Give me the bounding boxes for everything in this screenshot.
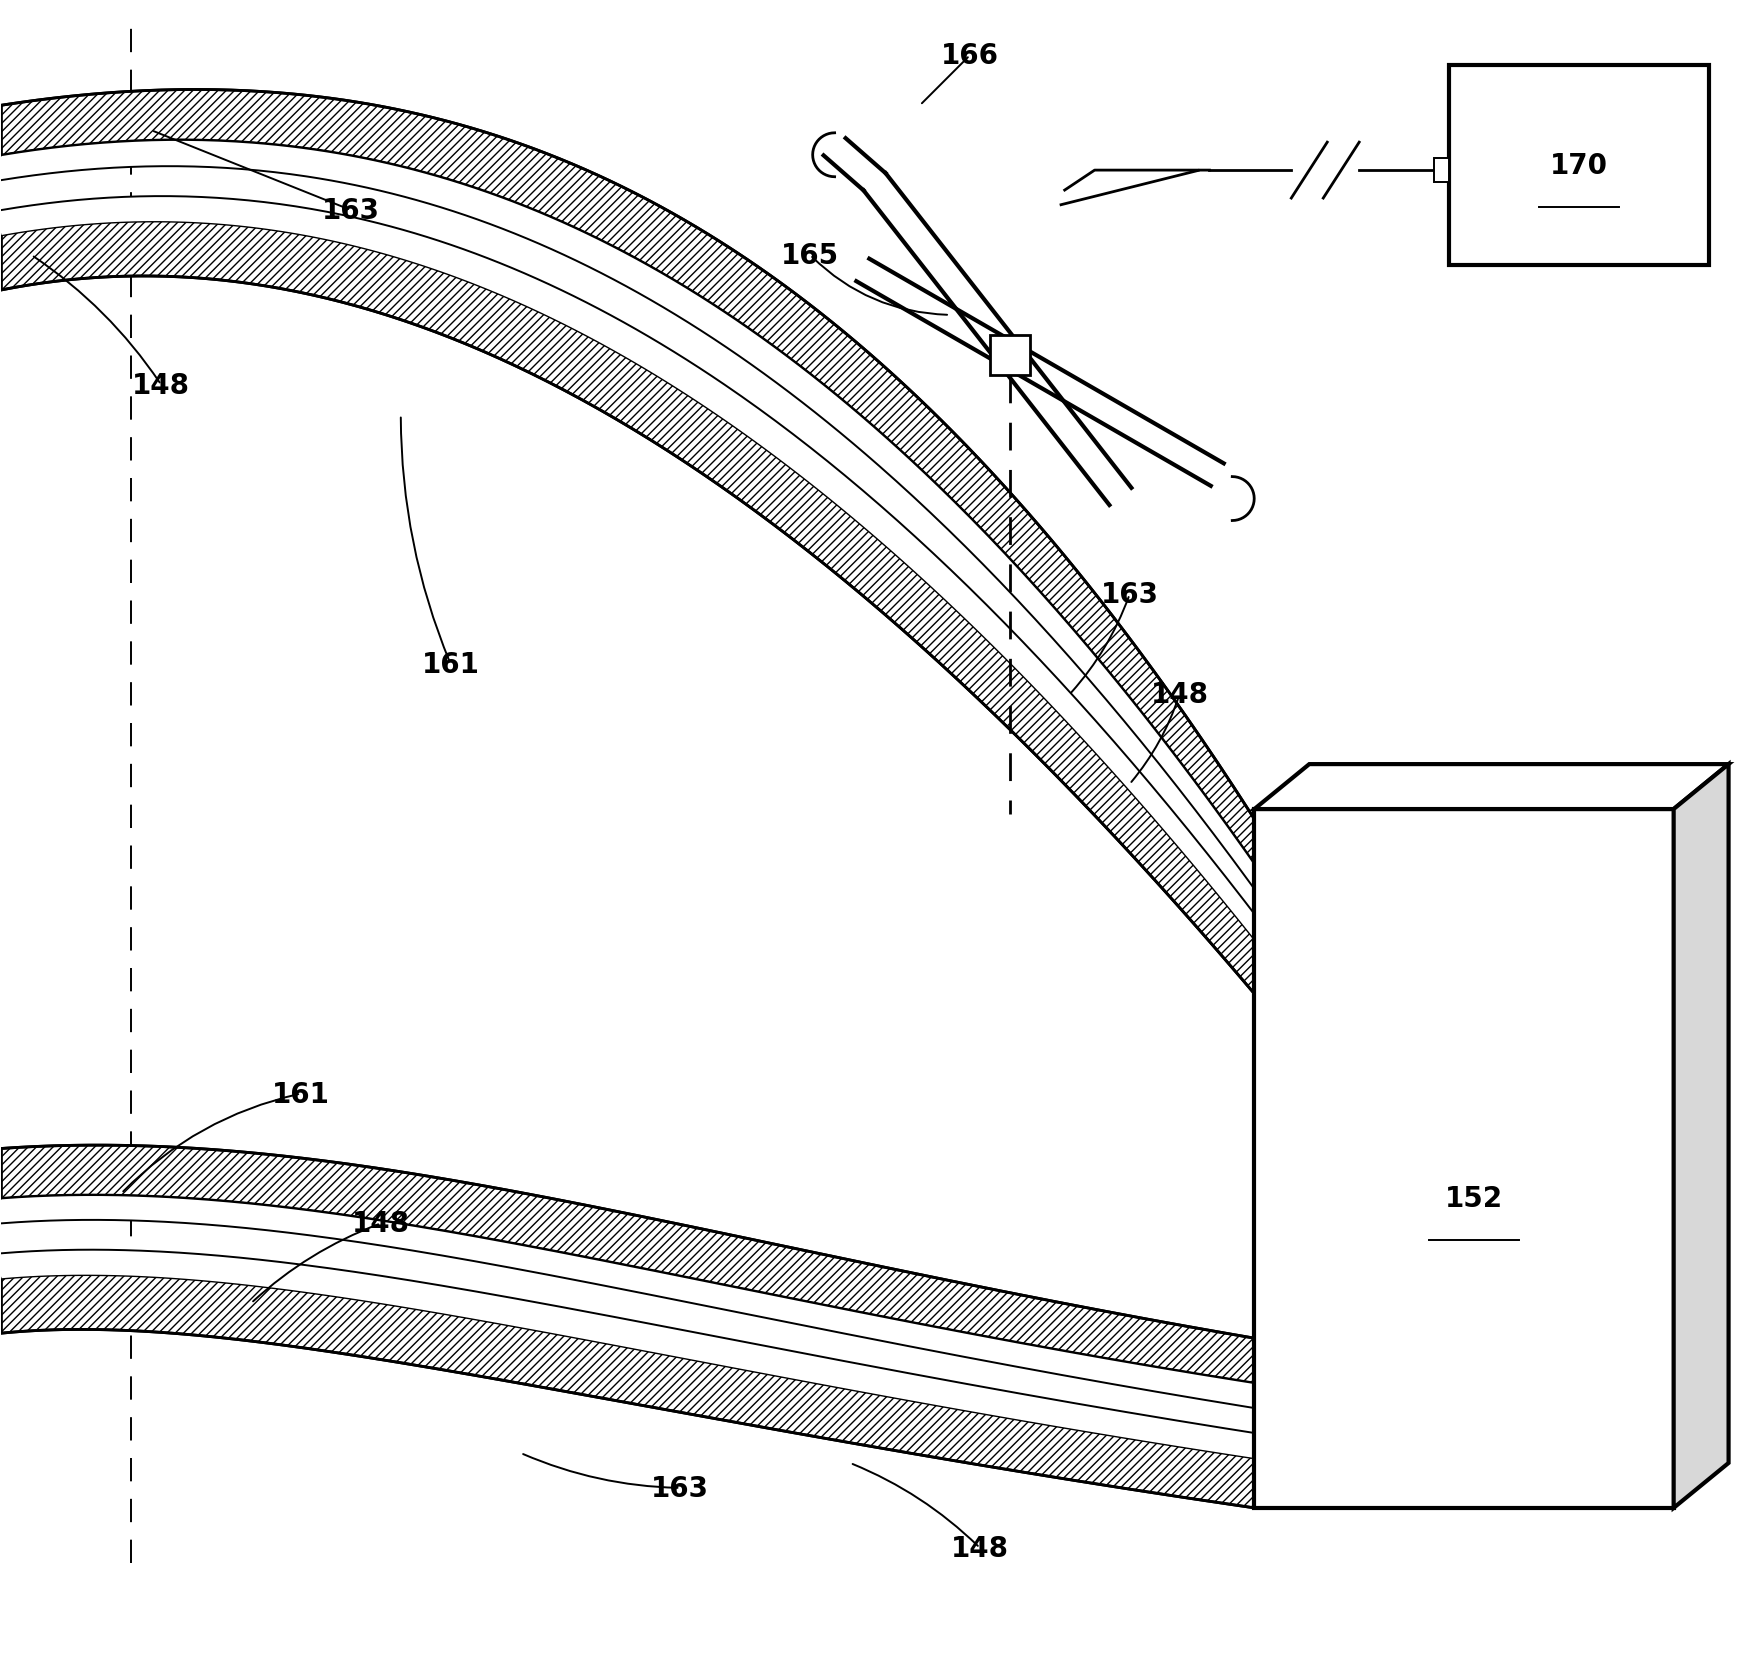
- Text: 148: 148: [131, 371, 189, 399]
- Polygon shape: [2, 221, 1255, 993]
- Polygon shape: [2, 196, 1255, 938]
- Bar: [990, 336, 1029, 376]
- Polygon shape: [2, 1275, 1255, 1508]
- Bar: [1434, 160, 1450, 183]
- Polygon shape: [1255, 810, 1674, 1508]
- Polygon shape: [1674, 765, 1728, 1508]
- Text: 170: 170: [1550, 151, 1608, 180]
- Text: 148: 148: [1150, 681, 1208, 709]
- Polygon shape: [2, 1145, 1255, 1383]
- Text: 166: 166: [941, 42, 999, 70]
- Polygon shape: [2, 141, 1255, 889]
- Polygon shape: [2, 90, 1255, 864]
- Bar: [1450, 67, 1709, 266]
- Text: 161: 161: [422, 651, 480, 679]
- Polygon shape: [2, 1195, 1255, 1408]
- Text: 163: 163: [1101, 581, 1159, 609]
- Text: 148: 148: [950, 1534, 1008, 1562]
- Text: 165: 165: [782, 241, 840, 270]
- Text: 152: 152: [1444, 1185, 1502, 1213]
- Polygon shape: [2, 1250, 1255, 1458]
- Polygon shape: [1255, 765, 1728, 810]
- Text: 163: 163: [652, 1474, 710, 1503]
- Text: 163: 163: [323, 196, 380, 225]
- Text: 161: 161: [272, 1080, 330, 1108]
- Text: 148: 148: [352, 1210, 410, 1238]
